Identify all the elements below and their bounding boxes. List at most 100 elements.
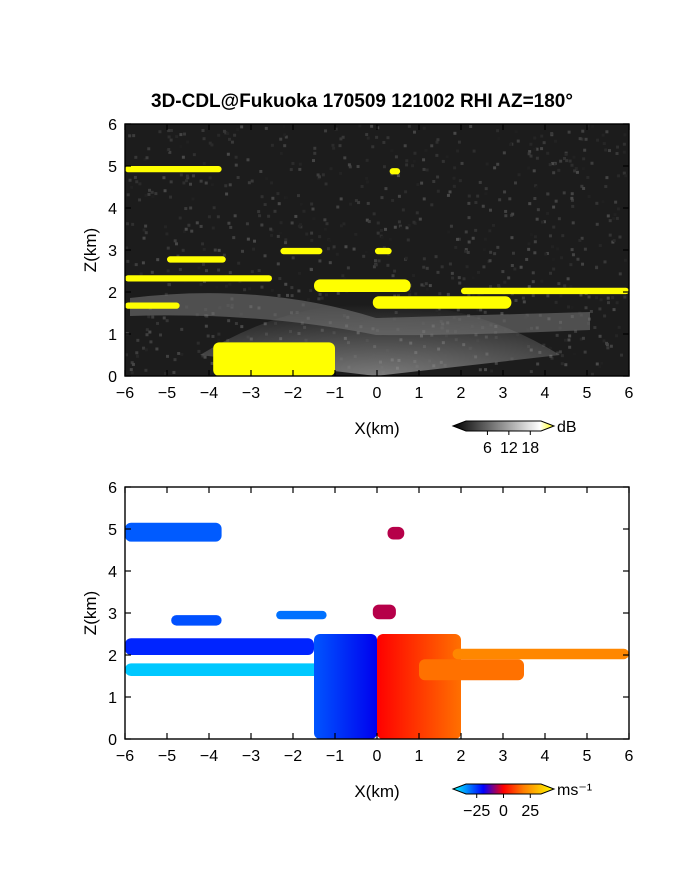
noise-pixel xyxy=(425,168,429,172)
noise-pixel xyxy=(578,238,582,242)
noise-pixel xyxy=(489,285,493,289)
noise-pixel xyxy=(446,292,450,296)
noise-pixel xyxy=(169,195,173,199)
noise-pixel xyxy=(557,217,561,221)
noise-pixel xyxy=(382,140,386,144)
noise-pixel xyxy=(406,238,410,242)
noise-pixel xyxy=(573,352,577,356)
noise-pixel xyxy=(574,329,578,333)
x-tick-label: −3 xyxy=(242,748,260,765)
noise-pixel xyxy=(580,184,584,188)
noise-pixel xyxy=(428,284,432,288)
noise-pixel xyxy=(339,197,343,201)
noise-pixel xyxy=(531,280,535,284)
noise-pixel xyxy=(166,269,170,273)
colorbar-tick-label: 25 xyxy=(521,803,539,820)
noise-pixel xyxy=(408,289,412,293)
noise-pixel xyxy=(158,130,162,134)
noise-pixel xyxy=(173,358,177,362)
noise-pixel xyxy=(208,176,212,180)
noise-pixel xyxy=(604,185,608,189)
noise-pixel xyxy=(460,161,464,165)
noise-pixel xyxy=(602,339,606,343)
noise-pixel xyxy=(511,251,515,255)
noise-pixel xyxy=(533,240,537,244)
noise-pixel xyxy=(575,170,579,174)
noise-pixel xyxy=(611,296,615,300)
noise-pixel xyxy=(399,226,403,230)
noise-pixel xyxy=(388,237,392,241)
noise-pixel xyxy=(598,307,602,311)
noise-pixel xyxy=(446,193,450,197)
noise-pixel xyxy=(562,191,566,195)
noise-pixel xyxy=(458,281,462,285)
noise-pixel xyxy=(401,208,405,212)
noise-pixel xyxy=(471,293,475,297)
noise-pixel xyxy=(184,207,188,211)
noise-pixel xyxy=(458,179,462,183)
noise-pixel xyxy=(215,285,219,289)
x-tick-label: 3 xyxy=(499,385,508,402)
noise-pixel xyxy=(496,129,500,133)
noise-pixel xyxy=(165,319,169,323)
noise-pixel xyxy=(403,144,407,148)
noise-pixel xyxy=(527,242,531,246)
noise-pixel xyxy=(344,245,348,249)
feature-layer xyxy=(314,279,411,292)
noise-pixel xyxy=(224,131,228,135)
noise-pixel xyxy=(472,149,476,153)
noise-pixel xyxy=(583,247,587,251)
noise-pixel xyxy=(491,223,495,227)
noise-pixel xyxy=(297,289,301,293)
feature-layer xyxy=(125,275,272,282)
noise-pixel xyxy=(178,216,182,220)
noise-pixel xyxy=(536,362,540,366)
noise-pixel xyxy=(279,221,283,225)
chart-title: 3D-CDL@Fukuoka 170509 121002 RHI AZ=180° xyxy=(151,91,573,112)
noise-pixel xyxy=(371,145,375,149)
noise-pixel xyxy=(507,276,511,280)
noise-pixel xyxy=(165,232,169,236)
noise-pixel xyxy=(533,136,537,140)
noise-pixel xyxy=(521,296,525,300)
x-axis: −6 −5 −4 −3 −2 −1 0 1 2 3 4 5 6 xyxy=(116,124,634,402)
noise-pixel xyxy=(578,137,582,141)
noise-pixel xyxy=(263,203,267,207)
noise-pixel xyxy=(474,201,478,205)
noise-pixel xyxy=(294,214,298,218)
noise-pixel xyxy=(286,293,290,297)
noise-pixel xyxy=(169,138,173,142)
noise-pixel xyxy=(596,138,600,142)
noise-pixel xyxy=(335,252,339,256)
noise-pixel xyxy=(560,354,564,358)
noise-pixel xyxy=(334,127,338,131)
noise-pixel xyxy=(373,259,377,263)
colorbar-tick-label: −25 xyxy=(463,803,490,820)
noise-pixel xyxy=(318,259,322,263)
noise-pixel xyxy=(189,206,193,210)
noise-pixel xyxy=(323,218,327,222)
noise-pixel xyxy=(542,141,546,145)
noise-pixel xyxy=(489,250,493,254)
noise-pixel xyxy=(141,261,145,265)
noise-pixel xyxy=(548,163,552,167)
noise-pixel xyxy=(227,137,231,141)
noise-pixel xyxy=(128,134,132,138)
noise-pixel xyxy=(581,129,585,133)
noise-pixel xyxy=(197,349,201,353)
noise-pixel xyxy=(348,165,352,169)
noise-pixel xyxy=(186,176,190,180)
noise-pixel xyxy=(328,261,332,265)
noise-pixel xyxy=(291,161,295,165)
noise-pixel xyxy=(584,306,588,310)
noise-pixel xyxy=(299,223,303,227)
noise-pixel xyxy=(386,136,390,140)
noise-pixel xyxy=(519,265,523,269)
noise-pixel xyxy=(540,220,544,224)
noise-pixel xyxy=(390,149,394,153)
noise-pixel xyxy=(132,263,136,267)
noise-pixel xyxy=(277,293,281,297)
noise-pixel xyxy=(601,200,605,204)
feature-layer xyxy=(125,302,180,309)
noise-pixel xyxy=(349,202,353,206)
